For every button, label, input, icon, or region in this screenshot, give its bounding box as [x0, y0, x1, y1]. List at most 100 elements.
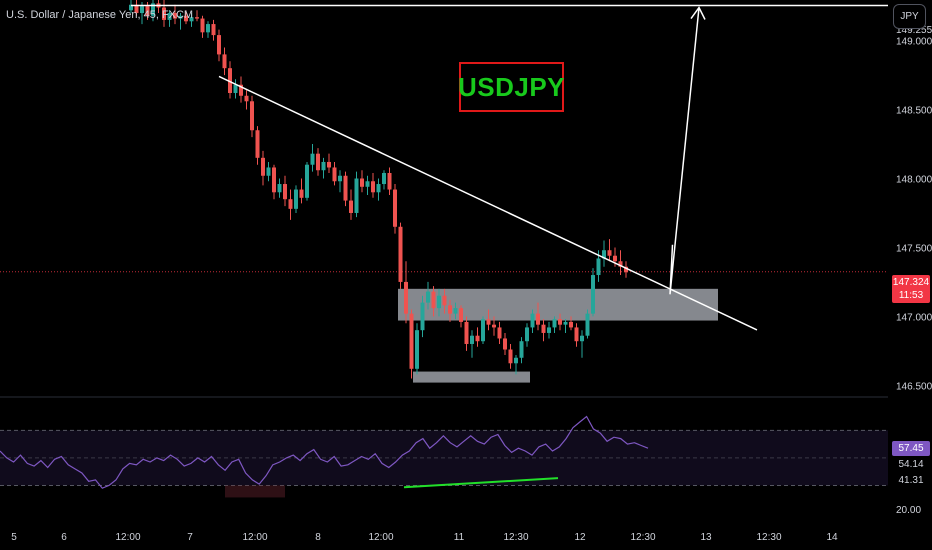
price-tick-label: 148.500 [896, 106, 932, 117]
candle-body [409, 313, 414, 369]
candle-body [195, 17, 199, 19]
candle-body [574, 327, 579, 342]
current-price-badge: 147.324 11:53 [892, 275, 930, 303]
candle-body [464, 321, 469, 344]
candle-body [321, 161, 326, 171]
candle-body [563, 321, 568, 325]
candle-body [442, 295, 447, 306]
candle-body [349, 200, 353, 213]
candle-body [624, 266, 628, 273]
candle-body [134, 4, 139, 14]
candle-body [404, 281, 408, 314]
candle-body [173, 13, 177, 19]
candle-body [332, 167, 337, 182]
candle-body [547, 327, 551, 333]
candle-body [393, 189, 397, 227]
low-zone-rect [413, 371, 530, 383]
candle-body [382, 172, 386, 185]
candle-body [206, 24, 210, 33]
candle-body [189, 17, 194, 22]
candle-body [151, 3, 155, 16]
candle-body [492, 324, 496, 328]
candle-body [448, 305, 452, 314]
chart-annotation-title: USDJPY [458, 62, 565, 112]
currency-selector[interactable]: JPY [893, 4, 926, 29]
projection-arrowhead [690, 6, 706, 20]
candle-body [327, 161, 331, 168]
downtrend-line [218, 75, 758, 331]
candle-body [244, 95, 249, 102]
candle-body [294, 189, 298, 209]
symbol-info: U.S. Dollar / Japanese Yen, 45, FXCM [6, 9, 194, 21]
price-tick-label: 146.500 [896, 381, 932, 392]
time-tick-label: 12:00 [368, 532, 393, 543]
current-price-value: 147.324 [892, 277, 930, 288]
candle-body [459, 308, 463, 322]
candle-body [228, 68, 232, 94]
time-tick-label: 12:00 [115, 532, 140, 543]
candle-body [431, 291, 436, 309]
candle-body [211, 24, 216, 36]
candle-body [607, 250, 612, 256]
candle-body [255, 130, 260, 158]
rsi-oversold-shade [225, 485, 285, 498]
candle-body [266, 167, 271, 176]
candle-body [129, 4, 133, 11]
candle-body [426, 291, 430, 303]
candle-body [178, 15, 183, 19]
candle-body [497, 327, 502, 339]
candle-body [618, 261, 623, 267]
candle-body [140, 6, 144, 14]
candle-body [299, 189, 304, 198]
candle-body [217, 35, 221, 55]
candle-body [585, 313, 590, 336]
zone-layer [398, 288, 718, 383]
candle-body [420, 302, 425, 331]
bar-countdown: 11:53 [898, 290, 924, 301]
candle-body [481, 319, 485, 342]
candle-body [250, 101, 254, 131]
candle-body [222, 54, 227, 69]
candle-body [277, 184, 282, 193]
grid-layer [0, 271, 888, 398]
candle-body [387, 172, 392, 190]
candle-body [514, 357, 518, 364]
candle-body [376, 184, 381, 193]
candle-body [288, 199, 293, 209]
time-tick-label: 13 [700, 532, 712, 543]
axes-layer: 149.000 148.500 148.000 147.500 147.000 146.5… [11, 25, 932, 543]
time-tick-label: 7 [187, 532, 193, 543]
time-tick-label: 8 [315, 532, 321, 543]
projection-path [669, 7, 700, 295]
candle-body [470, 335, 474, 344]
price-tick-label: 147.500 [896, 243, 932, 254]
drawings-layer [131, 4, 888, 331]
candle-body [558, 319, 562, 325]
candle-body [200, 18, 205, 33]
rsi-line [0, 415, 649, 489]
candle-body [453, 308, 458, 314]
candle-body [596, 258, 601, 276]
rsi-value-badge: 57.45 [892, 440, 930, 456]
rsi-band-fill [0, 430, 888, 486]
candle-body [233, 84, 238, 94]
candle-body [519, 341, 524, 358]
candle-body [569, 321, 573, 328]
price-tick-label: 147.000 [896, 312, 932, 323]
candle-body [184, 15, 188, 22]
candle-body [503, 338, 507, 350]
candle-body [360, 178, 364, 187]
candle-body [541, 324, 546, 333]
candle-body [602, 250, 606, 259]
candle-body [145, 6, 150, 16]
rsi-lower-badge: 41.31 [892, 472, 930, 488]
candle-body [580, 335, 584, 342]
candle-body [316, 153, 320, 171]
candle-body [591, 275, 595, 314]
candle-body [343, 175, 348, 201]
candle-body [415, 330, 419, 369]
candle-body [525, 327, 529, 342]
price-tick-label: 149.000 [896, 37, 932, 48]
time-tick-label: 6 [61, 532, 67, 543]
